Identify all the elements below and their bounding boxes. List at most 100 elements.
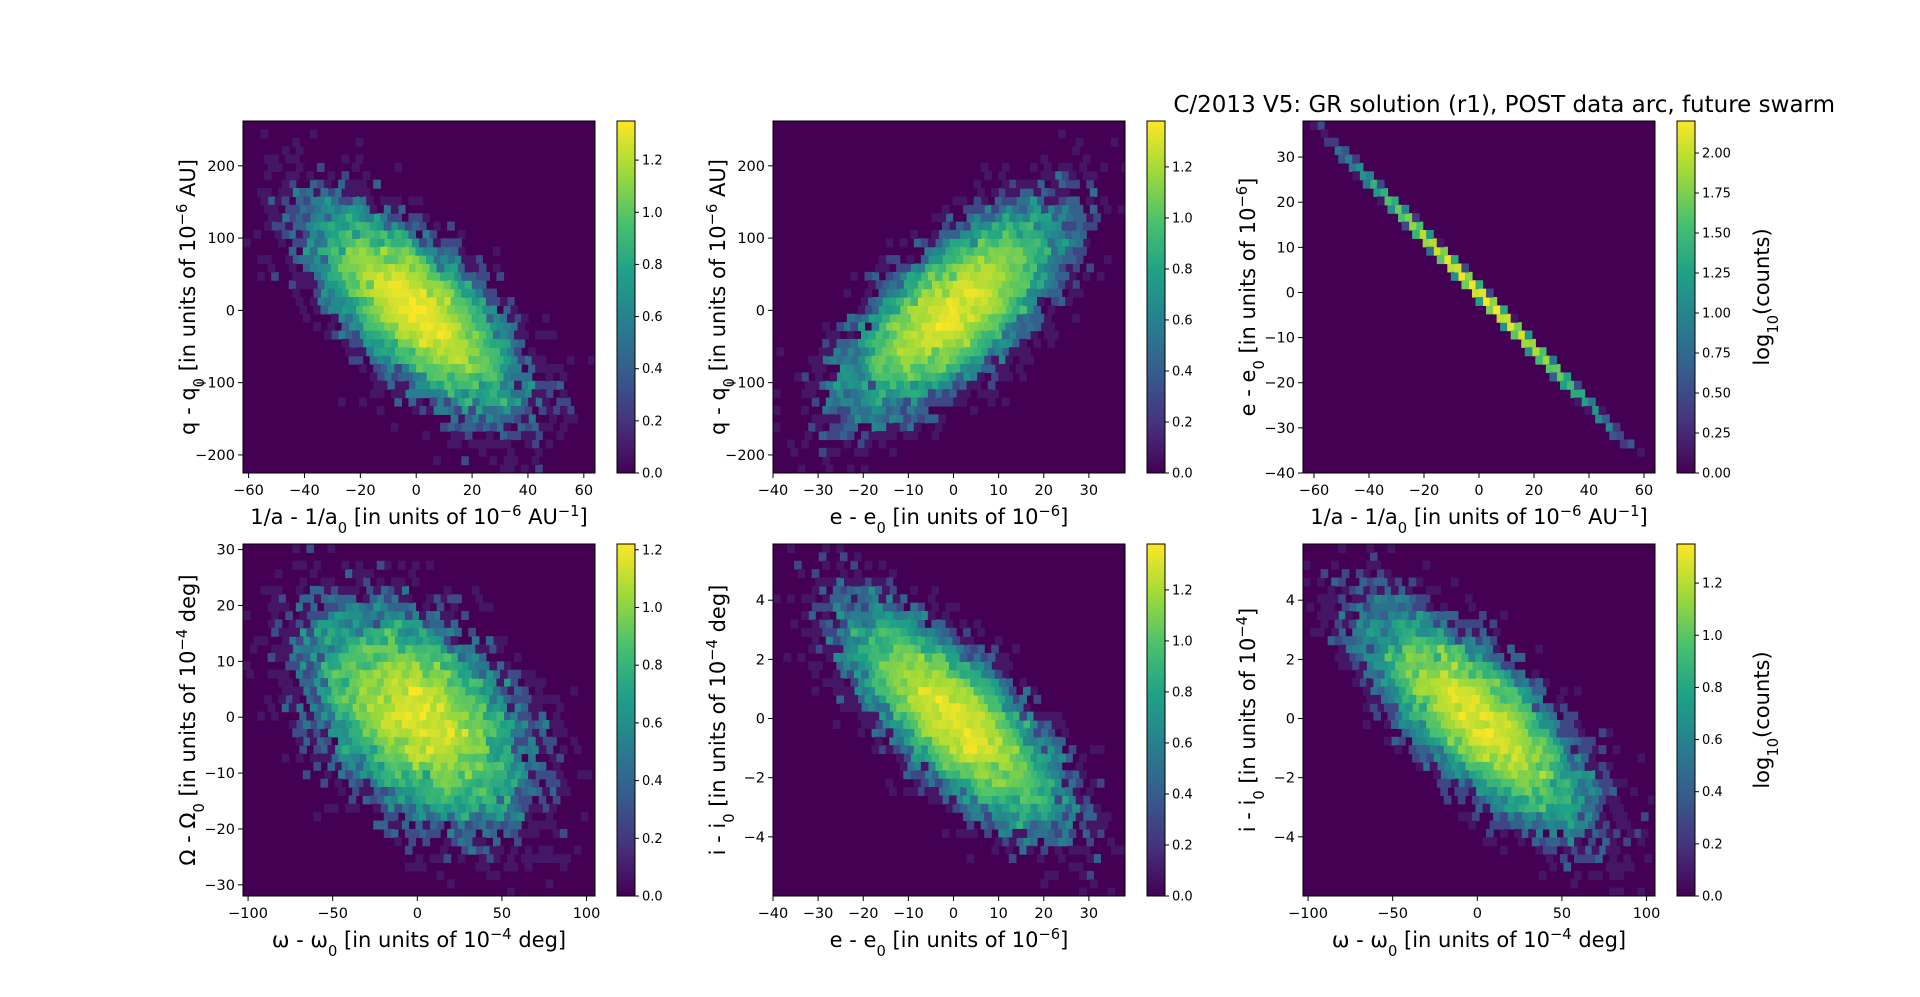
heatmap-cell: [949, 711, 957, 721]
heatmap-cell: [1075, 238, 1084, 248]
heatmap-cell: [1454, 263, 1462, 273]
heatmap-cell: [422, 787, 431, 797]
heatmap-cell: [362, 338, 371, 348]
heatmap-cell: [499, 686, 508, 696]
heatmap-cell: [464, 263, 473, 273]
heatmap-cell: [1082, 171, 1091, 181]
heatmap-cell: [1408, 678, 1417, 688]
heatmap-cell: [288, 619, 297, 629]
heatmap-cell: [871, 389, 880, 399]
heatmap-cell: [906, 627, 915, 637]
heatmap-cell: [478, 447, 487, 457]
heatmap-cell: [1510, 720, 1519, 729]
heatmap-cell: [514, 652, 522, 662]
heatmap-cell: [924, 652, 932, 662]
heatmap-cell: [1510, 803, 1519, 813]
heatmap-cell: [1521, 812, 1529, 822]
heatmap-cell: [966, 669, 975, 679]
heatmap-cell: [857, 694, 866, 704]
heatmap-cell: [882, 313, 890, 323]
heatmap-cell: [977, 238, 985, 248]
y-tick-label: 2: [756, 652, 765, 668]
heatmap-cell: [443, 347, 452, 357]
heatmap-cell: [857, 728, 866, 738]
heatmap-cell: [1517, 652, 1526, 662]
heatmap-cell: [934, 694, 943, 704]
heatmap-cell: [1068, 238, 1077, 248]
heatmap-cell: [1005, 778, 1013, 788]
heatmap-cell: [959, 347, 968, 357]
heatmap-cell: [1058, 213, 1066, 223]
heatmap-cell: [464, 820, 473, 830]
heatmap-cell: [327, 611, 336, 621]
heatmap-cell: [822, 577, 830, 587]
heatmap-cell: [528, 414, 536, 424]
heatmap-cell: [963, 372, 971, 382]
heatmap-cell: [1117, 204, 1125, 214]
heatmap-cell: [931, 686, 940, 696]
heatmap-cell: [1012, 812, 1020, 822]
heatmap-cell: [1369, 652, 1378, 662]
heatmap-cell: [478, 397, 487, 407]
heatmap-cell: [1457, 694, 1466, 704]
heatmap-cell: [875, 347, 883, 357]
heatmap-cell: [485, 703, 494, 713]
heatmap-cell: [440, 678, 448, 688]
heatmap-cell: [959, 669, 968, 679]
heatmap-cell: [302, 280, 311, 290]
y-tick-label: 0: [226, 710, 235, 726]
heatmap-cell: [1362, 686, 1371, 696]
heatmap-cell: [341, 188, 350, 198]
heatmap-cell: [1026, 221, 1035, 231]
heatmap-cell: [1383, 569, 1392, 579]
heatmap-cell: [1489, 837, 1498, 847]
heatmap-cell: [489, 711, 498, 721]
heatmap-cell: [482, 828, 490, 838]
heatmap-cell: [1373, 188, 1382, 198]
heatmap-cell: [1022, 297, 1031, 306]
heatmap-cell: [1496, 703, 1505, 713]
heatmap-cell: [987, 364, 996, 374]
heatmap-cell: [436, 619, 445, 629]
heatmap-cell: [1584, 778, 1593, 788]
heatmap-cell: [352, 787, 360, 797]
heatmap-cell: [383, 594, 392, 604]
heatmap-cell: [535, 820, 543, 830]
heatmap-cell: [1012, 828, 1020, 838]
heatmap-cell: [1440, 736, 1448, 746]
heatmap-cell: [853, 703, 862, 713]
heatmap-cell: [910, 669, 918, 679]
heatmap-cell: [295, 736, 304, 746]
heatmap-cell: [1082, 221, 1091, 231]
heatmap-cell: [433, 271, 441, 281]
heatmap-cell: [1489, 669, 1498, 679]
heatmap-cell: [899, 405, 908, 415]
heatmap-cell: [1528, 795, 1536, 805]
heatmap-cell: [1591, 778, 1600, 788]
heatmap-cell: [924, 686, 932, 696]
heatmap-cell: [404, 862, 413, 872]
heatmap-cell: [320, 255, 329, 265]
heatmap-cell: [832, 636, 841, 646]
heatmap-cell: [952, 313, 961, 323]
heatmap-cell: [433, 661, 441, 671]
heatmap-cell: [450, 669, 459, 679]
heatmap-cell: [411, 355, 420, 365]
heatmap-cell: [295, 196, 304, 206]
heatmap-cell: [1500, 728, 1508, 738]
heatmap-cell: [531, 728, 540, 738]
heatmap-cell: [1044, 263, 1052, 273]
heatmap-cell: [411, 611, 420, 621]
heatmap-cell: [1503, 753, 1512, 763]
heatmap-cell: [920, 644, 929, 654]
heatmap-cell: [489, 644, 498, 654]
heatmap-cell: [475, 778, 483, 788]
heatmap-cell: [411, 238, 420, 248]
heatmap-cell: [397, 372, 406, 382]
heatmap-cell: [1394, 678, 1403, 688]
heatmap-cell: [889, 720, 897, 729]
heatmap-cell: [535, 703, 543, 713]
heatmap-cell: [1429, 745, 1438, 755]
heatmap-cell: [945, 297, 954, 306]
heatmap-cell: [507, 720, 515, 729]
